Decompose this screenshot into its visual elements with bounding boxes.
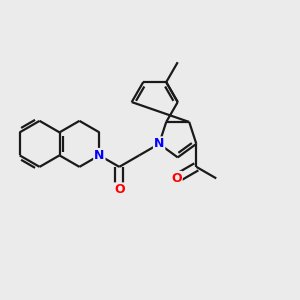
Text: N: N [154,137,164,150]
Text: O: O [171,172,182,185]
Text: N: N [94,149,104,162]
Text: O: O [114,183,124,196]
